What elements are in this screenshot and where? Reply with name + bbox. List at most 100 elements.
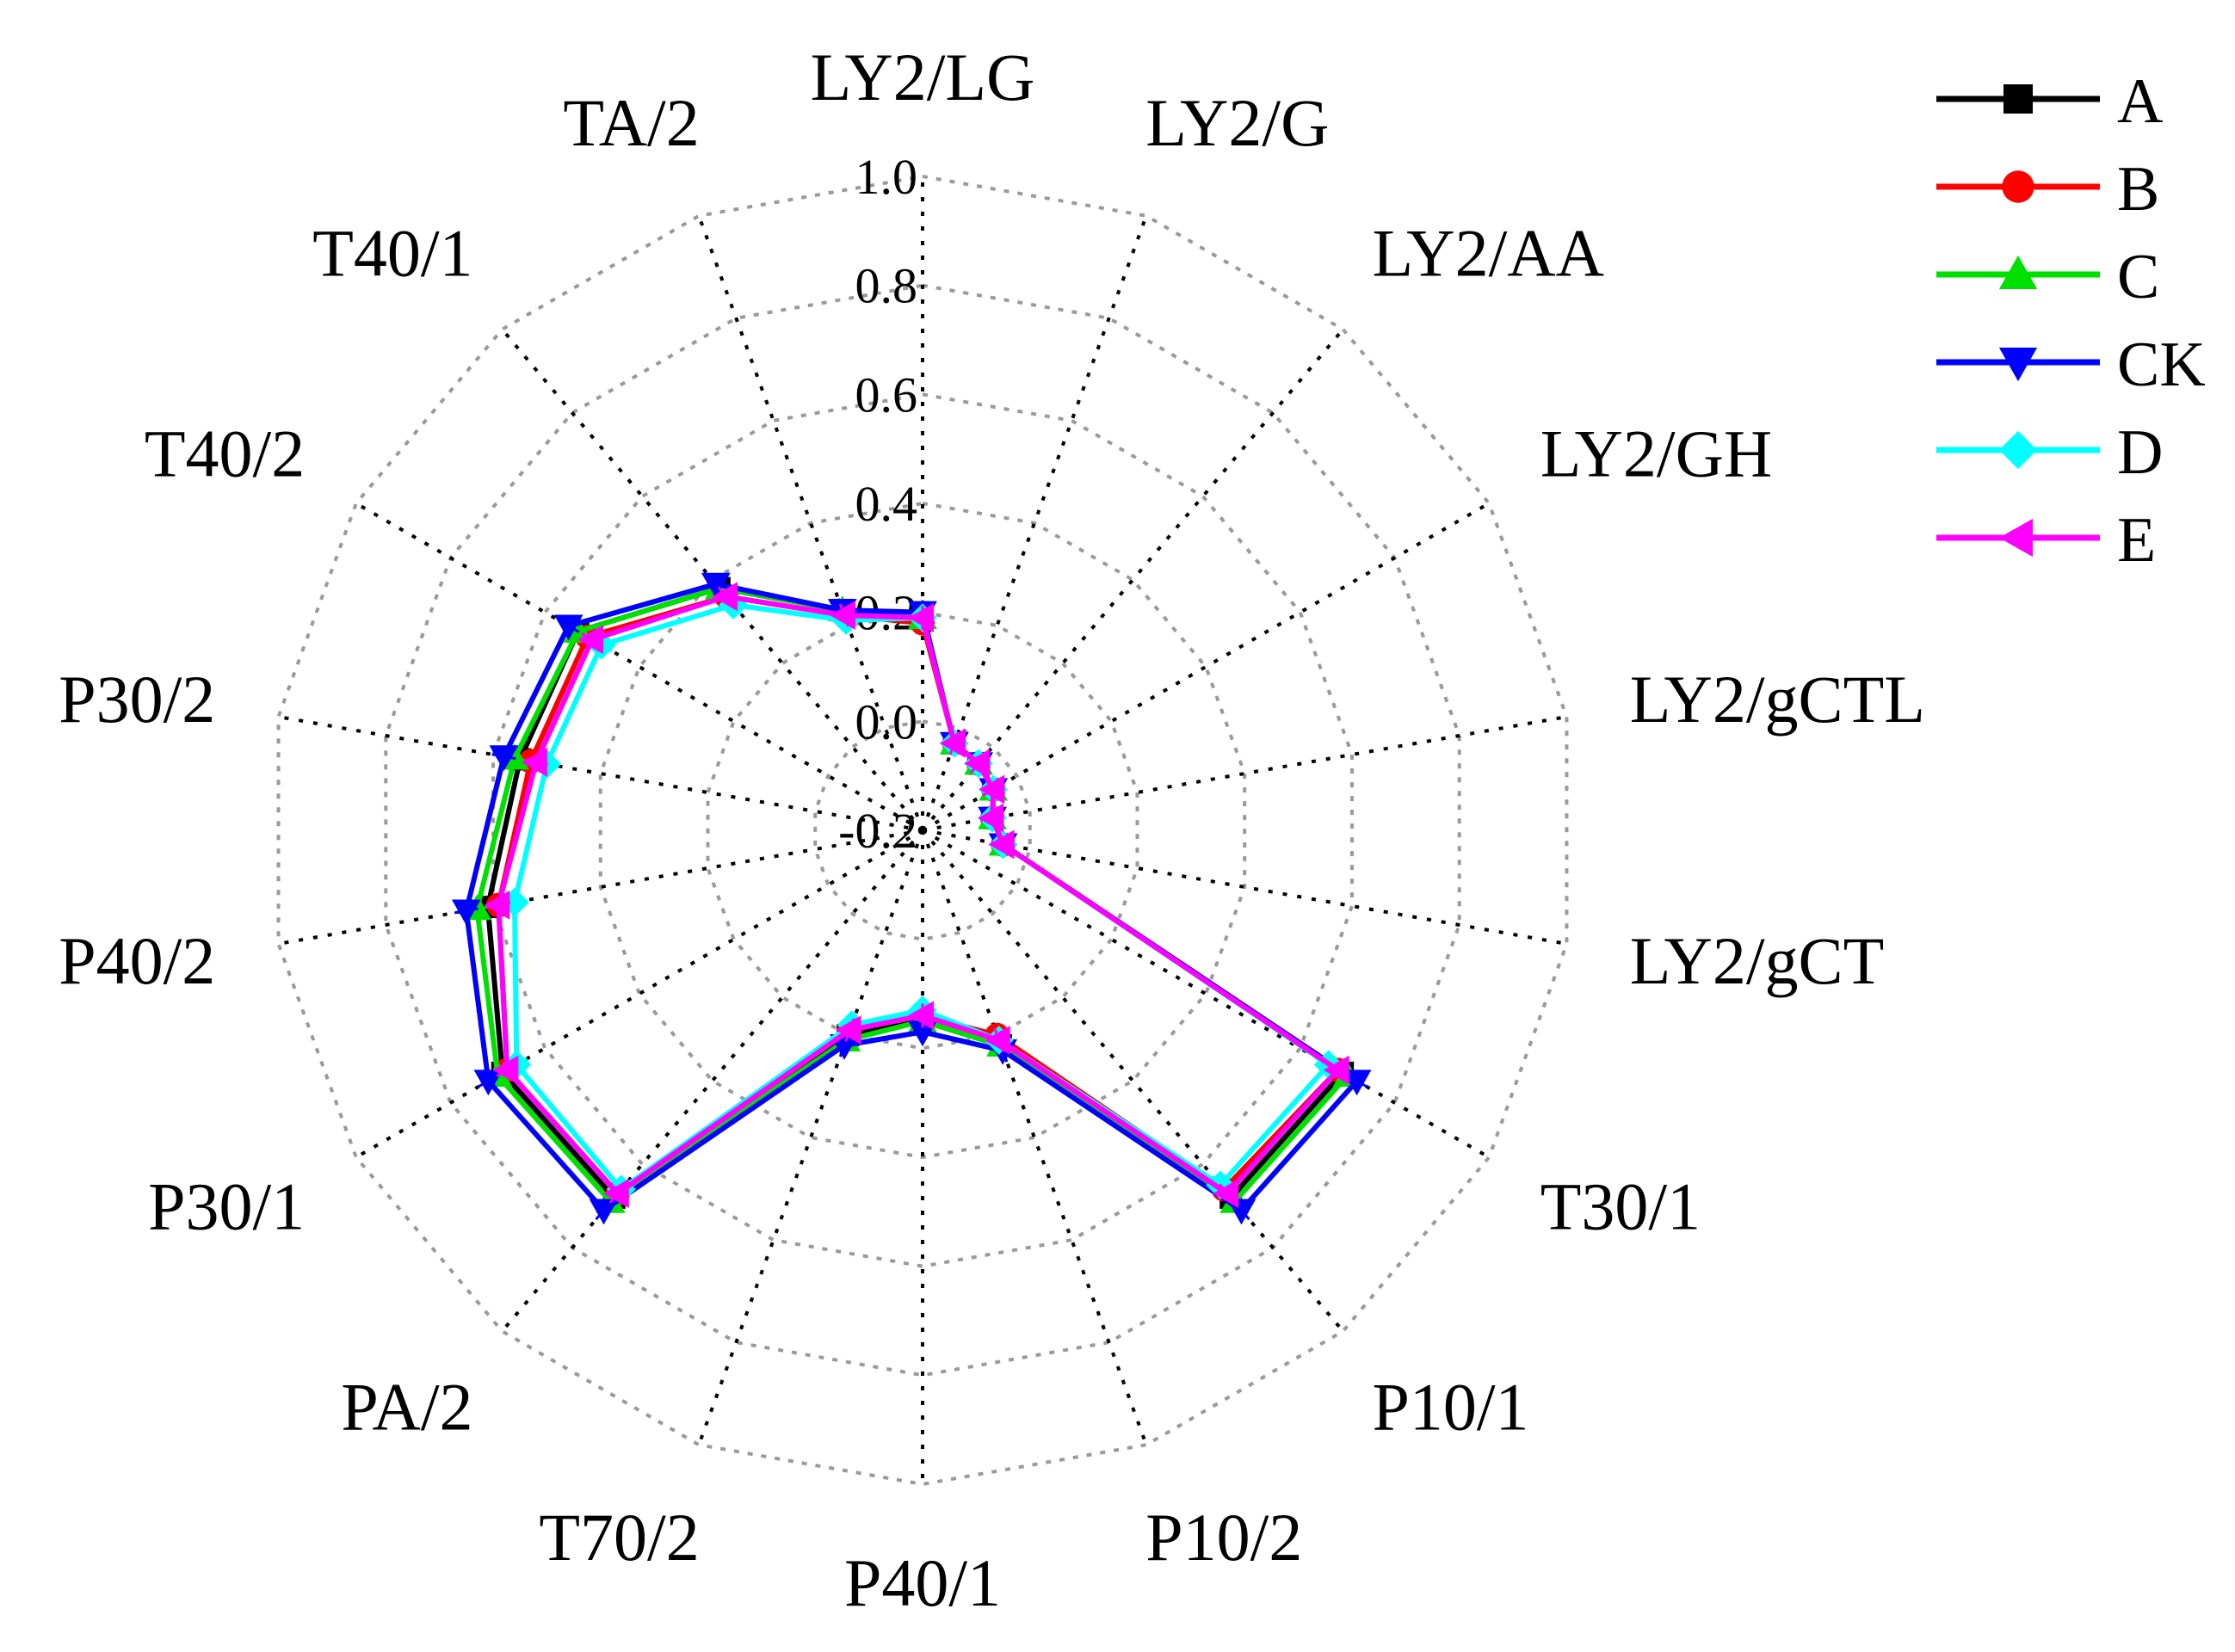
legend-item: CK	[1936, 330, 2206, 400]
legend-item: D	[1936, 417, 2163, 488]
data-point	[830, 601, 856, 630]
data-point	[908, 603, 934, 632]
data-point	[473, 1069, 503, 1096]
axis-spoke	[355, 829, 923, 1159]
axis-label: T40/2	[145, 416, 305, 491]
legend-label: CK	[2117, 330, 2206, 400]
axis-spoke	[921, 215, 1148, 831]
axis-labels: LY2/LG LY2/G LY2/AA LY2/GH LY2/gCTL LY2/gCT T3…	[59, 40, 1925, 1620]
legend: ABC CK DE	[1936, 66, 2206, 576]
data-point	[489, 745, 519, 772]
legend-item: A	[1936, 66, 2163, 137]
axis-spoke	[922, 829, 1567, 946]
axis-label: TA/2	[563, 85, 699, 160]
data-point	[553, 614, 583, 641]
radial-tick-label: 0.0	[855, 693, 918, 749]
legend-label: B	[2117, 154, 2159, 225]
data-point	[1342, 1069, 1372, 1096]
legend-marker	[1998, 430, 2038, 470]
legend-marker	[1998, 255, 2038, 289]
data-point	[979, 774, 1005, 804]
axis-label: LY2/LG	[811, 40, 1035, 114]
series-A	[475, 576, 1355, 1209]
data-point	[978, 803, 1004, 833]
data-point	[712, 582, 738, 612]
axis-spoke	[278, 715, 923, 832]
data-series	[451, 572, 1372, 1225]
series-E	[484, 582, 1349, 1208]
data-point	[492, 1055, 519, 1085]
series-line	[463, 581, 1360, 1213]
data-point	[589, 1199, 619, 1225]
legend-label: D	[2117, 417, 2163, 488]
data-point	[835, 1015, 861, 1045]
legend-label: C	[2117, 242, 2159, 312]
legend-marker	[2002, 170, 2034, 203]
axis-label: T70/2	[539, 1500, 699, 1575]
axis-label: P30/2	[59, 662, 215, 737]
axis-label: P40/1	[844, 1545, 1001, 1620]
radial-tick-label: 1.0	[855, 149, 918, 205]
axis-label: LY2/GH	[1540, 416, 1773, 491]
axis-label: LY2/AA	[1372, 216, 1604, 291]
axis-spoke	[500, 829, 924, 1333]
radial-tick-label: 0.4	[855, 476, 918, 532]
series-line	[474, 585, 1350, 1205]
axis-label: T40/1	[312, 216, 472, 291]
series-line	[485, 585, 1346, 1200]
radial-tick-label: 0.8	[855, 258, 918, 314]
data-point	[1323, 1055, 1349, 1085]
legend-label: A	[2117, 66, 2163, 137]
legend-item: E	[1936, 505, 2156, 576]
data-point	[1213, 1179, 1239, 1208]
axis-spoke	[697, 829, 924, 1446]
axis-spoke	[922, 502, 1491, 832]
legend-item: C	[1936, 242, 2159, 312]
data-point	[701, 572, 731, 599]
axis-spoke	[921, 829, 1345, 1333]
legend-label: E	[2117, 505, 2156, 576]
series-B	[485, 584, 1350, 1206]
data-point	[577, 625, 604, 655]
axis-spoke	[500, 328, 924, 832]
axis-spoke	[921, 328, 1345, 832]
axis-spoke	[921, 829, 1148, 1446]
axis-label: P10/2	[1145, 1500, 1302, 1575]
data-point	[988, 829, 1015, 860]
data-point	[939, 728, 966, 758]
series-C	[462, 573, 1362, 1213]
legend-item: B	[1936, 154, 2159, 225]
radial-tick-label: 0.6	[855, 367, 918, 422]
radar-grid	[276, 174, 1569, 1487]
axis-label: PA/2	[341, 1369, 472, 1444]
grid-ring	[598, 501, 1247, 1160]
axis-label: P40/2	[59, 923, 215, 998]
axis-spoke	[922, 829, 1491, 1159]
axis-label: P30/1	[148, 1169, 305, 1244]
grid-ring	[813, 719, 1032, 941]
axis-spoke	[355, 502, 923, 832]
radial-tick-label: -0.2	[838, 803, 917, 859]
radial-tick-labels: -0.20.00.20.40.60.81.0	[838, 149, 917, 859]
axis-spoke	[922, 715, 1567, 832]
data-point	[908, 1001, 934, 1031]
legend-marker	[2003, 84, 2033, 114]
axis-label: LY2/gCT	[1630, 923, 1885, 998]
axis-label: P10/1	[1372, 1369, 1528, 1444]
data-point	[522, 747, 547, 777]
data-point	[451, 899, 481, 926]
axis-spoke	[697, 215, 924, 831]
data-point	[964, 749, 991, 779]
legend-marker	[1998, 348, 2038, 382]
data-point	[484, 890, 510, 920]
axis-label: LY2/G	[1145, 85, 1329, 160]
axis-label: T30/1	[1540, 1169, 1701, 1244]
data-point	[984, 1026, 1010, 1055]
axis-spoke	[278, 829, 923, 946]
data-point	[500, 887, 529, 917]
axis-label: LY2/gCTL	[1630, 662, 1925, 737]
legend-marker	[1998, 518, 2033, 558]
data-point	[602, 1179, 629, 1208]
series-line	[511, 602, 1331, 1193]
